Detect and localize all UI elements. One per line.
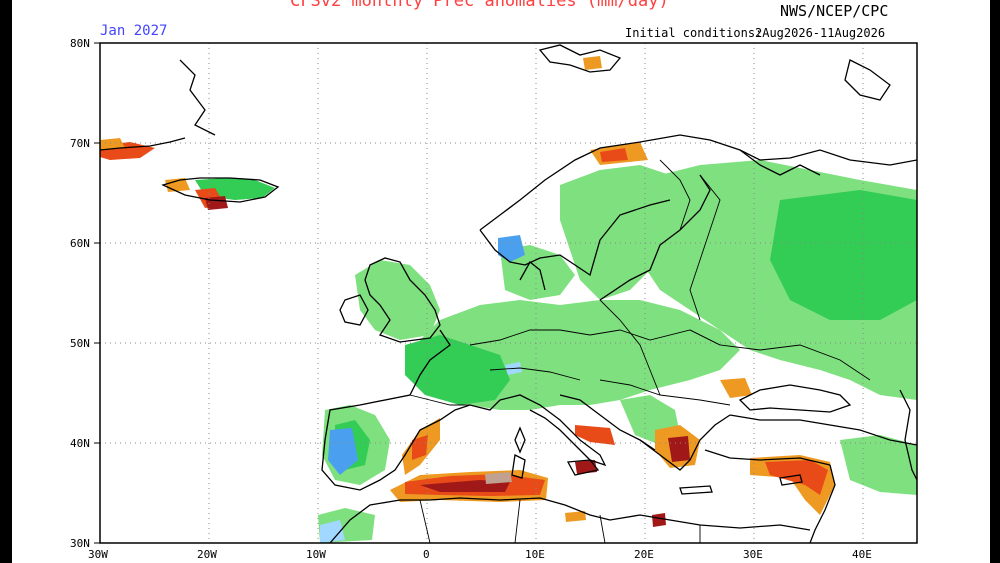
wet-field-turkey-east	[840, 435, 917, 495]
lat-label-30: 30N	[70, 537, 90, 550]
coast-turkey	[729, 414, 917, 446]
wet-field-east-dark	[770, 190, 917, 320]
borders	[409, 159, 871, 543]
lon-label-20e: 20E	[634, 548, 654, 561]
wet-strong-norway	[498, 235, 525, 262]
coast-denmark	[519, 261, 546, 291]
lat-label-60: 60N	[70, 237, 90, 250]
forecast-month: Jan 2027	[100, 23, 168, 39]
coast-greece	[639, 414, 731, 471]
coast-baltic	[599, 174, 711, 301]
coast-sardinia	[511, 454, 526, 479]
coast-ireland	[339, 294, 369, 326]
dry-field-italy	[575, 425, 615, 445]
strong-wet-fields	[320, 235, 525, 543]
dry-field-egypt	[652, 513, 666, 527]
coast-turkey-south	[704, 449, 831, 466]
dry-field-greece-core	[668, 436, 690, 462]
lon-label-40e: 40E	[852, 548, 872, 561]
coast-scandinavia	[479, 134, 917, 231]
border-ukraine	[689, 329, 871, 381]
coast-svalbard	[538, 44, 622, 73]
border-central	[469, 329, 721, 346]
coast-levant	[809, 464, 836, 543]
border-france-spain	[409, 394, 470, 406]
dry-field-romania	[720, 378, 752, 398]
dry-field-svalbard	[583, 56, 602, 70]
coast-sicily	[566, 459, 600, 476]
dry-field-north-norway-core	[600, 148, 628, 162]
border-east	[599, 299, 661, 396]
coast-black-sea	[738, 384, 852, 413]
border-north-africa	[419, 499, 701, 543]
coast-kola-white-sea	[739, 149, 821, 176]
wet-field-scandinavia	[560, 165, 680, 300]
border-alps	[489, 367, 581, 381]
initial-conditions-label: Initial conditions:	[625, 26, 763, 40]
coast-britain	[364, 257, 441, 343]
coast-west-europe	[321, 329, 501, 491]
coast-crete	[679, 485, 713, 495]
wet-field-british-isles	[355, 260, 440, 340]
coast-greenland-north	[179, 59, 216, 136]
lat-label-50: 50N	[70, 337, 90, 350]
lat-label-40: 40N	[70, 437, 90, 450]
graticule	[100, 43, 917, 543]
wet-field-denmark-baltic	[500, 245, 575, 300]
left-black-bar	[0, 0, 12, 563]
lon-label-30w: 30W	[88, 548, 108, 561]
wet-strong-portugal	[328, 428, 358, 475]
coast-italy	[499, 394, 607, 467]
coast-corsica	[514, 426, 526, 454]
lon-label-0: 0	[423, 548, 430, 561]
coast-greenland	[100, 137, 186, 151]
lon-label-10w: 10W	[306, 548, 326, 561]
initial-conditions-value: 2Aug2026-11Aug2026	[755, 26, 886, 40]
coast-north-africa	[329, 497, 811, 543]
coastlines	[100, 44, 917, 543]
dry-field-iceland-dark	[205, 196, 228, 210]
lat-label-80: 80N	[70, 37, 90, 50]
border-russia	[689, 174, 721, 321]
lon-label-30e: 30E	[743, 548, 763, 561]
wet-field-france	[405, 335, 510, 405]
latitude-labels: 80N 70N 60N 50N 40N 30N	[70, 37, 90, 550]
agency-label: NWS/NCEP/CPC	[780, 2, 889, 20]
map-body	[100, 43, 917, 543]
dry-field-greenland-orange	[100, 138, 125, 150]
map-title: CFSv2 monthly Prec anomalies (mm/day)	[290, 0, 669, 11]
map-frame	[99, 42, 918, 544]
dry-field-spain-core	[412, 435, 428, 460]
coast-iceland	[161, 177, 280, 203]
dry-field-libya	[565, 511, 586, 522]
dry-field-sicily	[575, 460, 597, 474]
lon-label-20w: 20W	[197, 548, 217, 561]
lat-label-70: 70N	[70, 137, 90, 150]
border-balkans	[599, 379, 731, 406]
coast-cyprus	[779, 474, 803, 486]
wet-strong-morocco	[320, 520, 345, 543]
lon-label-10e: 10E	[525, 548, 545, 561]
lat-ticks	[94, 42, 100, 544]
dry-field-north-africa-tan	[485, 472, 512, 484]
coast-norway-south	[479, 199, 671, 277]
border-finland	[659, 159, 691, 231]
right-black-bar	[990, 0, 1000, 563]
dry-field-levant-core	[765, 460, 828, 495]
coast-novaya-zemlya	[844, 59, 891, 101]
coast-caspian	[899, 389, 917, 481]
longitude-labels: 30W 20W 10W 0 10E 20E 30E 40E	[88, 548, 872, 561]
